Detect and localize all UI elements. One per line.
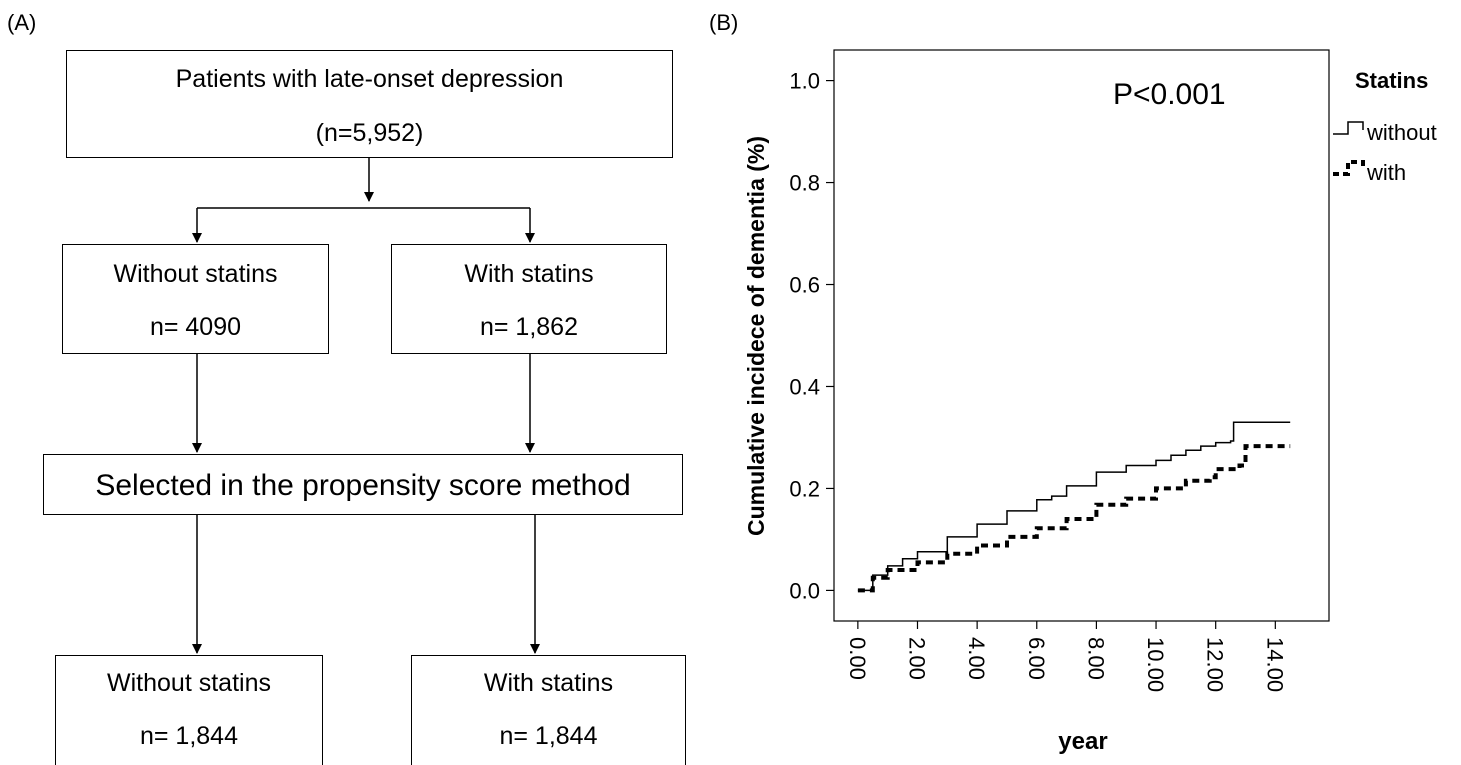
legend-label-without: without bbox=[1366, 120, 1437, 145]
series-layer bbox=[857, 421, 1291, 593]
panel-a-label: (A) bbox=[7, 10, 37, 35]
y-tick-label: 0.4 bbox=[789, 374, 820, 399]
x-tick-label: 0.00 bbox=[845, 637, 870, 680]
x-tick-label: 14.00 bbox=[1262, 637, 1287, 692]
with-statins-label: With statins bbox=[464, 260, 594, 288]
bottom-without-statins-label: Without statins bbox=[107, 669, 271, 697]
legend-swatch-with bbox=[1333, 160, 1365, 176]
bottom-with-statins-box: With statins n= 1,844 bbox=[411, 655, 686, 765]
y-tick-label: 0.2 bbox=[789, 476, 820, 501]
bottom-with-statins-count: n= 1,844 bbox=[499, 722, 598, 750]
without-statins-count: n= 4090 bbox=[149, 313, 242, 341]
x-tick-label: 6.00 bbox=[1024, 637, 1049, 680]
y-tick-label: 0.6 bbox=[789, 273, 820, 298]
y-axis-title: Cumulative incidece of dementia (%) bbox=[743, 136, 769, 536]
bottom-without-statins-box: Without statins n= 1,844 bbox=[55, 655, 323, 765]
y-axis: 0.0 0.2 0.4 0.6 0.8 1.0 bbox=[789, 69, 834, 603]
without-statins-box: Without statins n= 4090 bbox=[62, 244, 329, 354]
with-statins-count: n= 1,862 bbox=[479, 313, 578, 341]
bottom-without-statins-count: n= 1,844 bbox=[139, 722, 238, 750]
y-tick-label: 0.8 bbox=[789, 171, 820, 196]
top-box: Patients with late-onset depression (n=5… bbox=[66, 50, 673, 158]
x-tick-label: 8.00 bbox=[1083, 637, 1108, 680]
top-box-line2: (n=5,952) bbox=[315, 119, 424, 147]
series-with-line bbox=[857, 444, 1291, 593]
propensity-score-text: Selected in the propensity score method bbox=[95, 469, 631, 502]
without-statins-label: Without statins bbox=[113, 260, 278, 288]
x-axis: 0.00 2.00 4.00 6.00 8.00 10.00 12.00 14.00 bbox=[845, 621, 1287, 692]
y-tick-label: 0.0 bbox=[789, 578, 820, 603]
x-tick-label: 4.00 bbox=[964, 637, 989, 680]
bottom-with-statins-label: With statins bbox=[483, 669, 614, 697]
with-statins-box: With statins n= 1,862 bbox=[391, 244, 667, 354]
p-value-annotation: P<0.001 bbox=[1113, 78, 1226, 111]
propensity-score-box: Selected in the propensity score method bbox=[43, 454, 683, 515]
legend-swatch-without bbox=[1333, 121, 1364, 135]
legend-label-with: with bbox=[1366, 160, 1406, 185]
series-without-line bbox=[857, 421, 1291, 592]
legend: Statins without with bbox=[1333, 68, 1437, 185]
legend-title: Statins bbox=[1355, 68, 1428, 93]
x-tick-label: 2.00 bbox=[904, 637, 929, 680]
x-tick-label: 10.00 bbox=[1143, 637, 1168, 692]
panel-b-label: (B) bbox=[709, 10, 739, 35]
plot-frame bbox=[833, 49, 1330, 622]
x-axis-title: year bbox=[1058, 728, 1107, 755]
y-tick-label: 1.0 bbox=[789, 69, 820, 94]
x-tick-label: 12.00 bbox=[1203, 637, 1228, 692]
top-box-line1: Patients with late-onset depression bbox=[175, 65, 564, 93]
